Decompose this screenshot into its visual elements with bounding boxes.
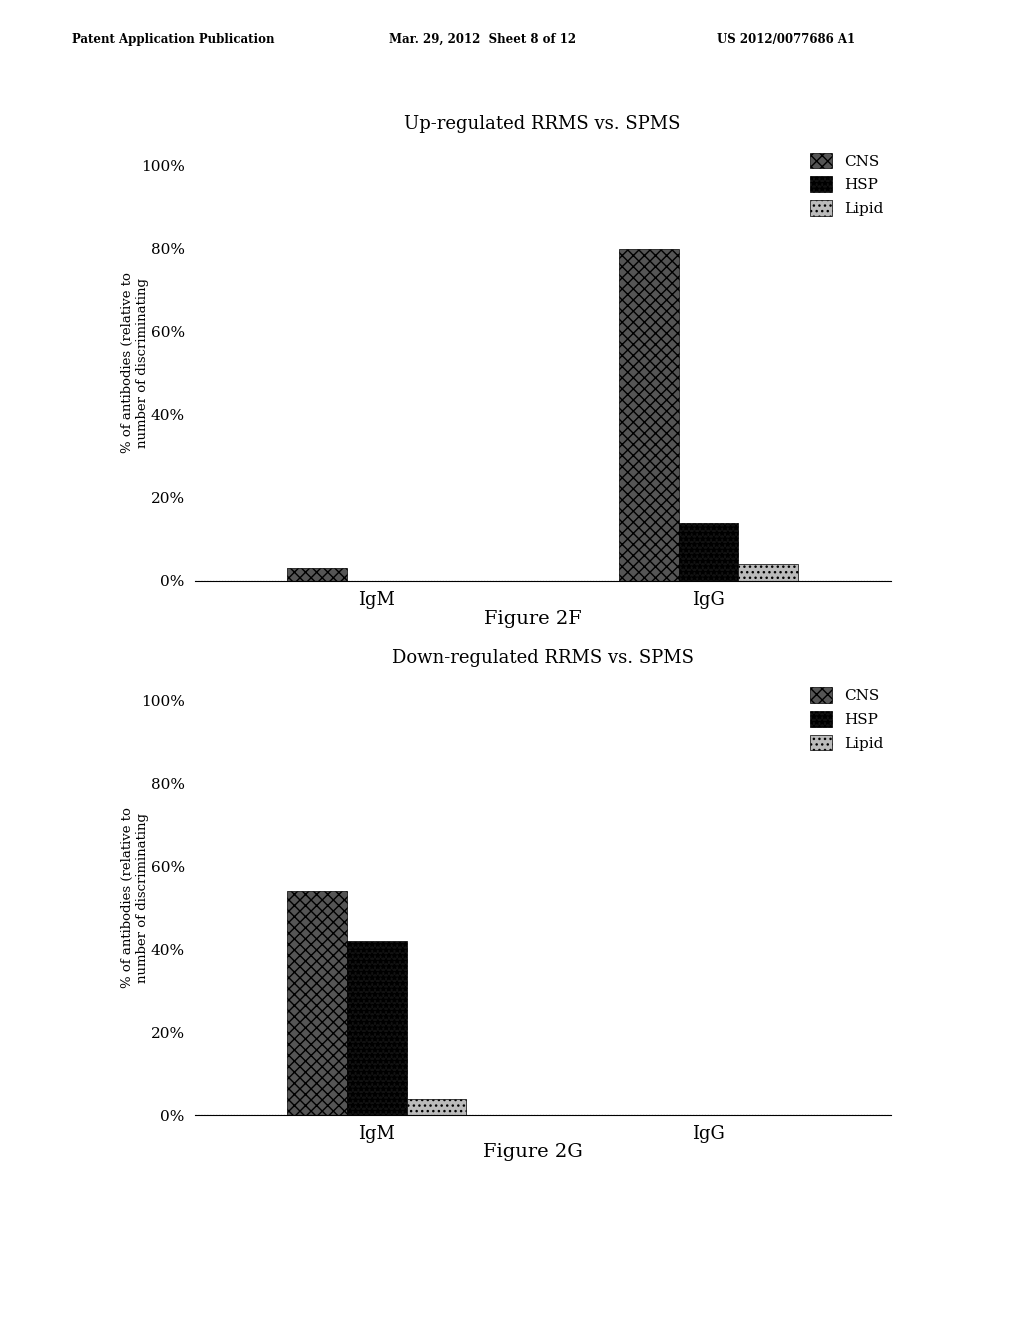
Title: Down-regulated RRMS vs. SPMS: Down-regulated RRMS vs. SPMS	[392, 649, 693, 667]
Bar	[407, 1098, 467, 1115]
Text: Patent Application Publication: Patent Application Publication	[72, 33, 274, 46]
Title: Up-regulated RRMS vs. SPMS: Up-regulated RRMS vs. SPMS	[404, 115, 681, 132]
Bar	[347, 941, 407, 1115]
Legend: CNS, HSP, Lipid: CNS, HSP, Lipid	[810, 688, 884, 751]
Y-axis label: % of antibodies (relative to
number of discriminating: % of antibodies (relative to number of d…	[122, 807, 150, 989]
Text: Figure 2F: Figure 2F	[483, 610, 582, 628]
Y-axis label: % of antibodies (relative to
number of discriminating: % of antibodies (relative to number of d…	[122, 272, 150, 454]
Bar	[738, 564, 798, 581]
Bar	[679, 523, 738, 581]
Bar	[288, 891, 347, 1115]
Bar	[288, 569, 347, 581]
Legend: CNS, HSP, Lipid: CNS, HSP, Lipid	[810, 153, 884, 216]
Bar	[618, 249, 679, 581]
Text: US 2012/0077686 A1: US 2012/0077686 A1	[717, 33, 855, 46]
Text: Mar. 29, 2012  Sheet 8 of 12: Mar. 29, 2012 Sheet 8 of 12	[389, 33, 577, 46]
Text: Figure 2G: Figure 2G	[482, 1143, 583, 1162]
